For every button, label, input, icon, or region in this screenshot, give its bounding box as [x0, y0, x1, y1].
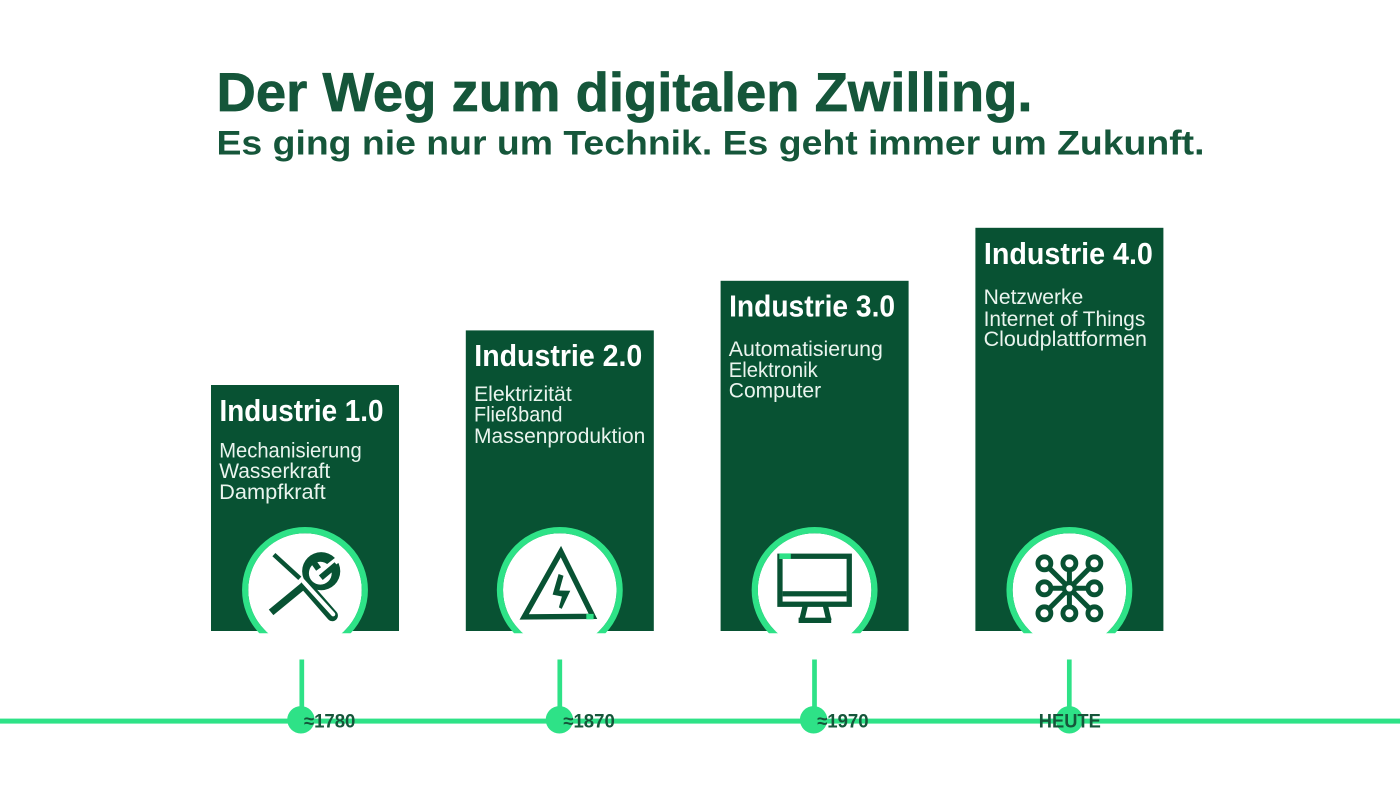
svg-text:Dampfkraft: Dampfkraft: [219, 481, 326, 504]
svg-text:Industrie 2.0: Industrie 2.0: [474, 339, 642, 373]
svg-text:Massenproduktion: Massenproduktion: [474, 425, 645, 448]
svg-text:Industrie 4.0: Industrie 4.0: [984, 237, 1153, 271]
svg-text:Elektrizität: Elektrizität: [474, 383, 572, 406]
svg-text:Der Weg zum digitalen Zwilling: Der Weg zum digitalen Zwilling.: [217, 61, 1033, 123]
svg-text:≈1970: ≈1970: [817, 712, 869, 733]
svg-text:Wasserkraft: Wasserkraft: [219, 460, 330, 483]
svg-text:Es ging nie nur um Technik. Es: Es ging nie nur um Technik. Es geht imme…: [217, 124, 1205, 162]
svg-text:Elektronik: Elektronik: [729, 359, 818, 382]
svg-text:Automatisierung: Automatisierung: [729, 338, 883, 361]
svg-text:Cloudplattformen: Cloudplattformen: [984, 328, 1147, 351]
svg-text:Fließband: Fließband: [474, 404, 562, 427]
svg-text:HEUTE: HEUTE: [1039, 712, 1101, 733]
svg-text:Industrie 3.0: Industrie 3.0: [729, 289, 895, 323]
svg-text:Netzwerke: Netzwerke: [984, 286, 1084, 309]
svg-text:Industrie 1.0: Industrie 1.0: [220, 394, 384, 428]
svg-text:Mechanisierung: Mechanisierung: [219, 439, 362, 462]
svg-text:≈1780: ≈1780: [304, 712, 356, 733]
svg-text:Computer: Computer: [729, 380, 821, 403]
svg-text:Internet of Things: Internet of Things: [984, 308, 1146, 331]
svg-text:≈1870: ≈1870: [563, 712, 615, 733]
